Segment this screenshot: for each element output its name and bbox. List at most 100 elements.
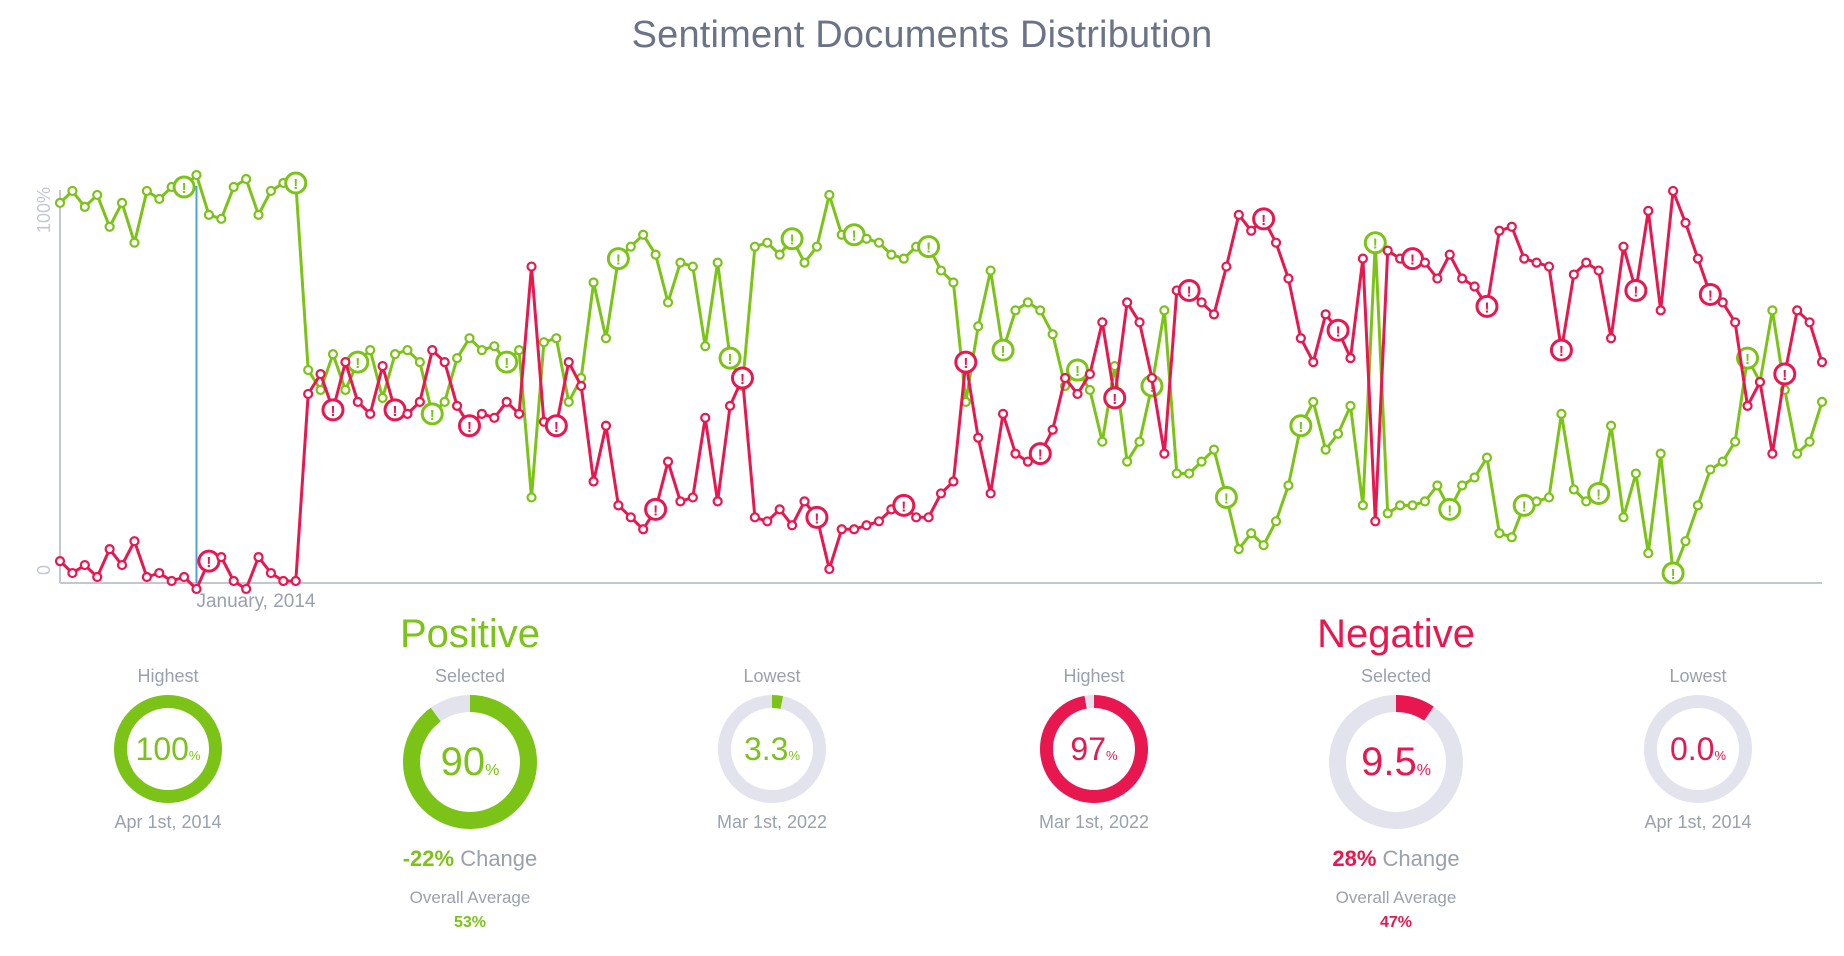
data-point[interactable]	[1258, 540, 1269, 551]
alert-point[interactable]: !	[1475, 294, 1499, 318]
alert-point[interactable]: !	[420, 402, 444, 426]
data-point[interactable]	[1308, 357, 1319, 368]
data-point[interactable]	[675, 257, 686, 268]
data-point[interactable]	[1270, 237, 1282, 248]
data-point[interactable]	[1233, 209, 1244, 220]
data-point[interactable]	[1022, 456, 1033, 467]
data-point[interactable]	[625, 512, 636, 523]
data-point[interactable]	[241, 173, 252, 185]
alert-point[interactable]: !	[991, 338, 1015, 362]
data-point[interactable]	[1494, 225, 1505, 236]
data-point[interactable]	[1767, 448, 1778, 459]
data-point[interactable]	[1283, 480, 1294, 491]
data-point[interactable]	[1816, 357, 1828, 368]
data-point[interactable]	[154, 193, 165, 205]
alert-point[interactable]: !	[1028, 442, 1052, 466]
alert-point[interactable]: !	[1661, 561, 1685, 585]
data-point[interactable]	[1345, 353, 1356, 364]
data-point[interactable]	[451, 353, 463, 364]
data-point[interactable]	[1680, 536, 1691, 547]
data-point[interactable]	[1593, 265, 1604, 276]
data-point[interactable]	[1816, 396, 1828, 407]
data-point[interactable]	[1059, 372, 1071, 384]
data-point[interactable]	[762, 516, 773, 527]
alert-point[interactable]: !	[1401, 247, 1425, 271]
data-point[interactable]	[1159, 305, 1170, 316]
data-point[interactable]	[1692, 253, 1704, 264]
data-point[interactable]	[538, 337, 550, 348]
data-point[interactable]	[377, 392, 388, 404]
data-point[interactable]	[1543, 492, 1555, 503]
data-point[interactable]	[1122, 456, 1133, 467]
data-point[interactable]	[1295, 333, 1306, 344]
data-point[interactable]	[712, 496, 723, 507]
data-point[interactable]	[290, 575, 301, 587]
data-point[interactable]	[54, 197, 66, 208]
alert-point[interactable]: !	[284, 171, 308, 195]
data-point[interactable]	[563, 357, 574, 368]
data-point[interactable]	[1370, 516, 1381, 527]
data-point[interactable]	[228, 575, 239, 587]
data-point[interactable]	[414, 357, 425, 368]
data-point[interactable]	[1630, 468, 1641, 479]
data-point[interactable]	[1717, 456, 1728, 467]
data-point[interactable]	[1357, 500, 1368, 511]
data-point[interactable]	[774, 504, 785, 515]
data-point[interactable]	[1432, 273, 1443, 284]
data-point[interactable]	[1419, 496, 1431, 507]
data-point[interactable]	[178, 571, 190, 583]
data-point[interactable]	[1208, 444, 1220, 455]
data-point[interactable]	[464, 333, 475, 344]
alert-point[interactable]: !	[730, 366, 754, 390]
data-point[interactable]	[526, 261, 537, 272]
data-point[interactable]	[576, 380, 587, 392]
data-point[interactable]	[1705, 464, 1716, 475]
data-point[interactable]	[1233, 544, 1244, 555]
data-point[interactable]	[1320, 309, 1331, 320]
data-point[interactable]	[526, 492, 537, 503]
data-point[interactable]	[1717, 297, 1728, 308]
data-point[interactable]	[303, 388, 314, 400]
data-point[interactable]	[861, 520, 872, 531]
data-point[interactable]	[1667, 185, 1679, 197]
data-point[interactable]	[873, 516, 885, 527]
data-point[interactable]	[638, 524, 649, 535]
data-point[interactable]	[253, 209, 264, 220]
data-point[interactable]	[600, 333, 612, 344]
data-point[interactable]	[414, 396, 425, 407]
data-point[interactable]	[1407, 500, 1418, 511]
data-point[interactable]	[340, 357, 351, 368]
data-point[interactable]	[1270, 516, 1282, 527]
data-point[interactable]	[1742, 400, 1753, 411]
data-point[interactable]	[700, 412, 711, 423]
data-point[interactable]	[836, 524, 847, 535]
data-point[interactable]	[935, 265, 947, 276]
data-point[interactable]	[1494, 528, 1505, 539]
data-point[interactable]	[700, 341, 711, 352]
data-point[interactable]	[1134, 317, 1145, 328]
data-point[interactable]	[824, 189, 835, 201]
data-point[interactable]	[489, 341, 500, 352]
data-point[interactable]	[265, 567, 277, 579]
data-point[interactable]	[501, 396, 512, 407]
data-point[interactable]	[1506, 532, 1517, 543]
data-point[interactable]	[935, 488, 947, 499]
data-point[interactable]	[129, 536, 140, 547]
data-point[interactable]	[1196, 297, 1207, 308]
data-point[interactable]	[687, 492, 698, 503]
data-point[interactable]	[1767, 305, 1778, 316]
data-point[interactable]	[948, 476, 959, 487]
data-point[interactable]	[774, 249, 785, 260]
data-point[interactable]	[1581, 257, 1592, 268]
data-point[interactable]	[588, 476, 599, 487]
data-point[interactable]	[1382, 508, 1393, 519]
alert-point[interactable]: !	[718, 346, 742, 370]
data-point[interactable]	[327, 349, 339, 360]
data-point[interactable]	[1444, 249, 1455, 260]
data-point[interactable]	[241, 583, 252, 595]
data-point[interactable]	[1283, 273, 1294, 284]
alert-point[interactable]: !	[1214, 485, 1238, 509]
data-point[interactable]	[1047, 329, 1058, 340]
alert-point[interactable]: !	[1363, 231, 1387, 255]
data-point[interactable]	[352, 396, 363, 407]
